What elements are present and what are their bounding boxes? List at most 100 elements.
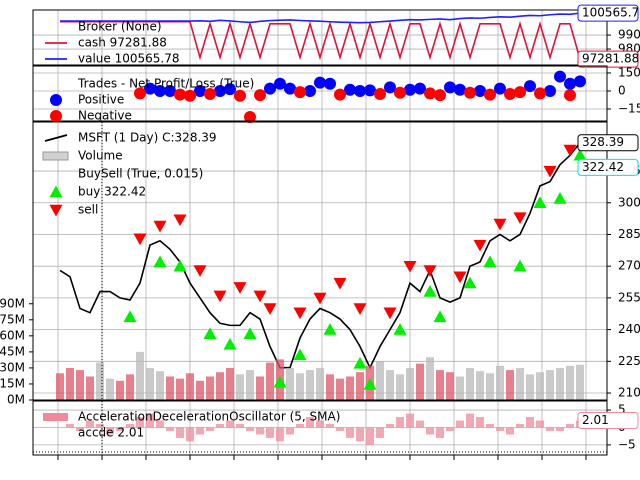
marker — [564, 77, 576, 90]
y2-tick-label: 45M — [0, 344, 25, 358]
bar — [456, 376, 464, 400]
y-tick-label: 5 — [618, 403, 626, 417]
bar — [236, 374, 244, 400]
marker — [493, 218, 507, 231]
legend-subtitle: BuySell (True, 0.015) — [78, 167, 203, 181]
marker — [393, 323, 407, 335]
marker — [433, 310, 447, 323]
marker — [234, 89, 246, 102]
marker — [363, 378, 377, 390]
marker — [513, 259, 527, 272]
marker — [274, 77, 286, 90]
bar — [446, 427, 454, 431]
marker — [293, 307, 307, 320]
bar — [256, 376, 264, 400]
bar — [346, 427, 354, 438]
bar — [216, 423, 224, 428]
legend-entry: buy 322.42 — [78, 185, 146, 199]
marker — [284, 82, 296, 95]
panel-frame — [32, 9, 608, 66]
bar — [286, 367, 294, 400]
bar — [56, 373, 64, 400]
panel-frame — [32, 65, 608, 122]
marker — [314, 76, 326, 89]
marker — [384, 81, 396, 94]
legend-entry: Negative — [78, 109, 132, 123]
bar — [156, 420, 164, 428]
bar — [246, 370, 254, 400]
marker — [514, 86, 526, 99]
marker — [553, 192, 567, 204]
marker — [423, 285, 437, 297]
bar — [146, 413, 154, 428]
bar — [396, 417, 404, 428]
bar — [546, 370, 554, 400]
marker — [243, 327, 257, 340]
marker — [153, 220, 167, 233]
marker — [483, 255, 497, 268]
bar — [546, 427, 554, 431]
marker — [513, 212, 527, 225]
bar — [386, 423, 394, 428]
y-tick-label: 0 — [618, 83, 626, 97]
marker — [394, 86, 406, 99]
y2-tick-label: 30M — [0, 360, 25, 374]
bar — [146, 367, 154, 400]
marker — [404, 83, 416, 96]
marker — [213, 290, 227, 303]
marker — [354, 84, 366, 97]
marker — [174, 88, 186, 101]
marker — [424, 87, 436, 100]
bar — [506, 370, 514, 400]
legend-entry: sell — [78, 203, 98, 217]
bar — [516, 423, 524, 428]
marker — [293, 348, 307, 361]
bar — [196, 380, 204, 400]
series-line — [60, 12, 581, 24]
bar — [86, 376, 94, 400]
bar — [406, 367, 414, 400]
marker — [154, 84, 166, 97]
y2-tick-label: 15M — [0, 376, 25, 390]
marker — [494, 82, 506, 95]
marker — [203, 327, 217, 340]
plot-area — [33, 401, 607, 455]
marker — [173, 214, 187, 227]
bar — [386, 370, 394, 400]
bar — [476, 417, 484, 428]
bar — [426, 427, 434, 435]
marker — [153, 255, 167, 268]
marker — [233, 282, 247, 294]
bar — [426, 357, 434, 400]
last-value-box — [577, 134, 639, 152]
marker — [264, 82, 276, 95]
marker — [444, 81, 456, 94]
bar — [526, 417, 534, 428]
y-tick-label: −150 — [618, 101, 640, 115]
bar — [296, 373, 304, 400]
bar — [226, 367, 234, 400]
last-value-box — [577, 4, 639, 22]
bar — [576, 364, 584, 400]
bar — [526, 374, 534, 400]
bar — [296, 423, 304, 428]
y-tick-label: 150 — [618, 65, 640, 79]
marker — [50, 94, 62, 106]
bar — [506, 427, 514, 435]
legend-title: AccelerationDecelerationOscillator (5, S… — [78, 410, 340, 424]
bar — [346, 376, 354, 400]
y2-tick-label: 60M — [0, 328, 25, 342]
marker — [254, 89, 266, 102]
bar — [366, 427, 374, 445]
bar — [76, 370, 84, 400]
bar — [536, 372, 544, 400]
marker — [134, 87, 146, 100]
bar — [76, 427, 84, 431]
marker — [193, 265, 207, 277]
marker — [224, 83, 236, 96]
bar — [166, 376, 174, 400]
bar — [206, 427, 214, 431]
y-tick-label: 285 — [618, 227, 640, 241]
marker — [474, 84, 486, 97]
